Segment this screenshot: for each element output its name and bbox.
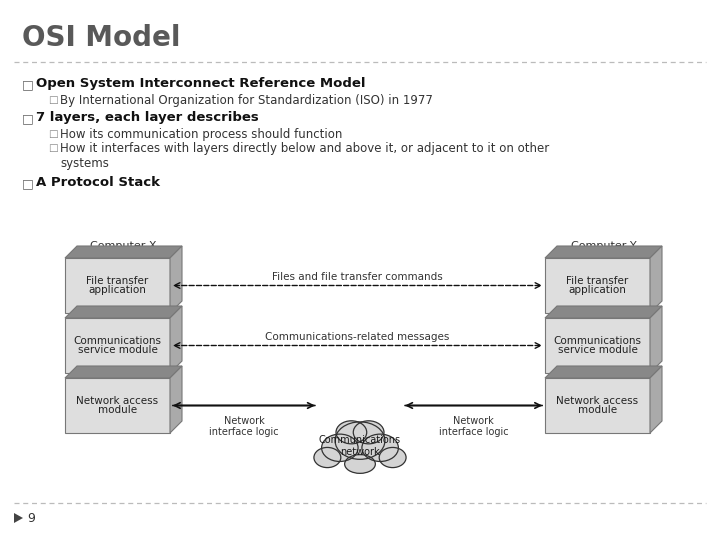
Polygon shape <box>545 378 650 433</box>
Ellipse shape <box>314 448 341 468</box>
Polygon shape <box>650 366 662 433</box>
Text: 7 layers, each layer describes: 7 layers, each layer describes <box>36 111 258 124</box>
Polygon shape <box>545 366 662 378</box>
Text: Open System Interconnect Reference Model: Open System Interconnect Reference Model <box>36 77 366 90</box>
Text: File transfer: File transfer <box>567 276 629 286</box>
Text: A Protocol Stack: A Protocol Stack <box>36 176 160 189</box>
Text: module: module <box>98 405 137 415</box>
Text: module: module <box>578 405 617 415</box>
Text: □: □ <box>48 95 58 105</box>
Text: Communications: Communications <box>73 336 161 346</box>
Text: Network
interface logic: Network interface logic <box>209 415 279 437</box>
Text: OSI Model: OSI Model <box>22 24 181 52</box>
Text: How its communication process should function: How its communication process should fun… <box>60 128 343 141</box>
Text: □: □ <box>48 129 58 139</box>
Polygon shape <box>545 318 650 373</box>
Text: Communications-related messages: Communications-related messages <box>265 332 450 341</box>
Polygon shape <box>65 378 170 433</box>
Text: Network access: Network access <box>76 396 158 406</box>
Text: File transfer: File transfer <box>86 276 148 286</box>
Text: application: application <box>89 285 146 295</box>
Text: Network access: Network access <box>557 396 639 406</box>
Ellipse shape <box>335 422 385 460</box>
Ellipse shape <box>354 421 384 444</box>
Polygon shape <box>14 513 23 523</box>
Ellipse shape <box>362 434 398 462</box>
Text: Communications: Communications <box>554 336 642 346</box>
Text: Computer Y: Computer Y <box>571 241 636 251</box>
Text: □: □ <box>22 177 34 190</box>
Ellipse shape <box>379 448 406 468</box>
Polygon shape <box>545 246 662 258</box>
Polygon shape <box>545 306 662 318</box>
Polygon shape <box>65 258 170 313</box>
Ellipse shape <box>322 434 358 462</box>
Polygon shape <box>170 366 182 433</box>
Ellipse shape <box>336 421 366 444</box>
Ellipse shape <box>345 455 375 474</box>
Polygon shape <box>65 318 170 373</box>
Polygon shape <box>650 306 662 373</box>
Polygon shape <box>65 306 182 318</box>
Text: By International Organization for Standardization (ISO) in 1977: By International Organization for Standa… <box>60 94 433 107</box>
Polygon shape <box>170 306 182 373</box>
Text: Network
interface logic: Network interface logic <box>438 415 508 437</box>
Polygon shape <box>170 246 182 313</box>
Text: Computer X: Computer X <box>90 241 157 251</box>
Text: How it interfaces with layers directly below and above it, or adjacent to it on : How it interfaces with layers directly b… <box>60 142 549 170</box>
Text: □: □ <box>22 78 34 91</box>
Polygon shape <box>65 366 182 378</box>
Text: Files and file transfer commands: Files and file transfer commands <box>272 272 443 281</box>
Text: application: application <box>569 285 626 295</box>
Polygon shape <box>545 258 650 313</box>
Text: service module: service module <box>557 345 637 355</box>
Text: 9: 9 <box>27 511 35 524</box>
Polygon shape <box>65 246 182 258</box>
Polygon shape <box>650 246 662 313</box>
Text: Communications
network: Communications network <box>319 435 401 457</box>
Text: □: □ <box>48 143 58 153</box>
Text: □: □ <box>22 112 34 125</box>
Text: service module: service module <box>78 345 158 355</box>
